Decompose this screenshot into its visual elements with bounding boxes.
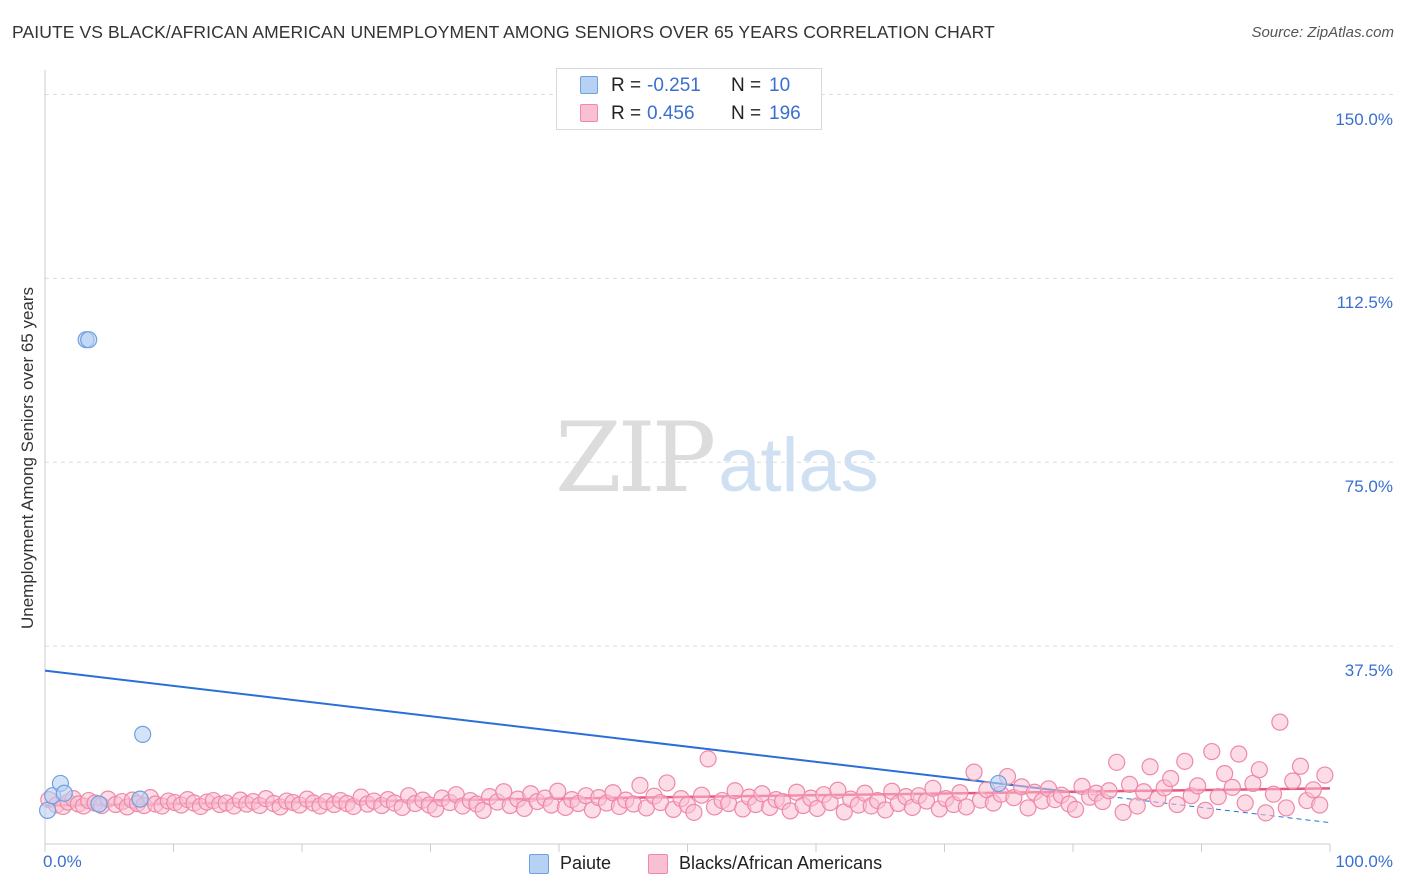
data-point-black <box>1100 782 1118 800</box>
black-african-american-points <box>40 713 1334 822</box>
data-point-black <box>1257 804 1275 822</box>
data-point-black <box>1223 778 1241 796</box>
data-point-black <box>726 782 744 800</box>
data-point-paiute <box>55 784 73 802</box>
correlation-legend: R = -0.251 N = 10 R = 0.456 N = 196 <box>556 68 822 130</box>
legend-label-black: Blacks/African Americans <box>679 853 883 873</box>
trend-line-paiute <box>44 669 1074 794</box>
data-point-black <box>1128 797 1146 815</box>
data-point-black <box>951 784 969 802</box>
legend-r-value: 0.456 <box>647 103 695 124</box>
data-point-black <box>1196 801 1214 819</box>
data-point-black <box>1250 761 1268 779</box>
data-point-black <box>1271 713 1289 731</box>
data-point-black <box>631 776 649 794</box>
data-point-black <box>821 793 839 812</box>
data-point-black <box>924 779 942 797</box>
data-point-black <box>1209 788 1227 806</box>
watermark-atlas: atlas <box>718 423 879 508</box>
data-point-black <box>1236 794 1254 812</box>
data-point-black <box>957 798 975 816</box>
data-point-black <box>1141 758 1159 776</box>
data-point-black <box>1304 781 1322 799</box>
data-point-black <box>1203 742 1221 761</box>
data-point-black <box>1120 775 1139 794</box>
data-point-black <box>1277 799 1295 817</box>
legend-swatch-paiute <box>580 76 598 94</box>
data-point-black <box>1244 774 1262 793</box>
data-point-paiute <box>131 790 149 808</box>
legend-n-value: 196 <box>769 103 801 124</box>
legend-r-value: -0.251 <box>647 75 701 96</box>
data-point-black <box>549 782 567 800</box>
data-point-black <box>1019 799 1037 817</box>
x-tick-label-max: 100.0% <box>1335 852 1393 871</box>
y-tick-label: 150.0% <box>1335 109 1393 129</box>
data-point-black <box>474 801 492 819</box>
legend-swatch-paiute <box>529 854 549 874</box>
data-point-black <box>1189 777 1207 795</box>
legend-r-label: R = <box>611 75 642 96</box>
watermark: ZIPatlas <box>555 402 879 514</box>
data-point-black <box>1162 769 1180 788</box>
paiute-points <box>38 331 1008 819</box>
legend-label-paiute: Paiute <box>560 853 612 873</box>
y-tick-label: 112.5% <box>1336 293 1393 313</box>
data-point-black <box>1284 772 1302 790</box>
data-point-paiute <box>80 331 98 349</box>
legend-n-value: 10 <box>769 75 791 96</box>
data-point-black <box>495 783 513 801</box>
legend-n-label: N = <box>731 75 762 96</box>
legend-swatch-black <box>580 104 598 122</box>
data-point-black <box>1114 803 1132 821</box>
data-point-black <box>965 763 983 781</box>
data-point-paiute <box>90 795 108 813</box>
legend-n-label: N = <box>731 103 762 124</box>
data-point-black <box>1135 783 1153 801</box>
data-point-black <box>1216 765 1234 783</box>
data-point-black <box>1316 766 1334 784</box>
data-point-black <box>829 781 847 799</box>
legend-r-label: R = <box>611 103 642 124</box>
data-point-black <box>1264 785 1283 803</box>
data-point-paiute <box>989 774 1008 793</box>
data-point-black <box>1291 757 1310 775</box>
axes <box>44 70 1331 852</box>
data-point-black <box>1168 795 1186 814</box>
legend-swatch-black <box>648 854 668 874</box>
data-point-black <box>1108 753 1126 771</box>
data-point-black <box>1066 800 1085 819</box>
data-point-black <box>1176 752 1194 770</box>
gridlines <box>45 94 1395 647</box>
data-point-black <box>1311 796 1329 814</box>
data-point-black <box>1230 745 1248 763</box>
data-point-black <box>685 803 703 821</box>
data-point-black <box>604 784 622 802</box>
x-tick-label-min: 0.0% <box>43 852 82 871</box>
y-tick-label: 37.5% <box>1344 661 1393 681</box>
data-point-black <box>699 750 717 768</box>
chart-title: PAIUTE VS BLACK/AFRICAN AMERICAN UNEMPLO… <box>12 22 995 42</box>
data-point-black <box>658 774 676 792</box>
data-point-black <box>693 786 711 804</box>
watermark-zip: ZIP <box>555 402 716 514</box>
source-label: Source: ZipAtlas.com <box>1251 24 1394 41</box>
data-point-paiute <box>134 725 152 743</box>
y-tick-label: 75.0% <box>1344 477 1393 497</box>
data-point-paiute <box>38 801 57 819</box>
